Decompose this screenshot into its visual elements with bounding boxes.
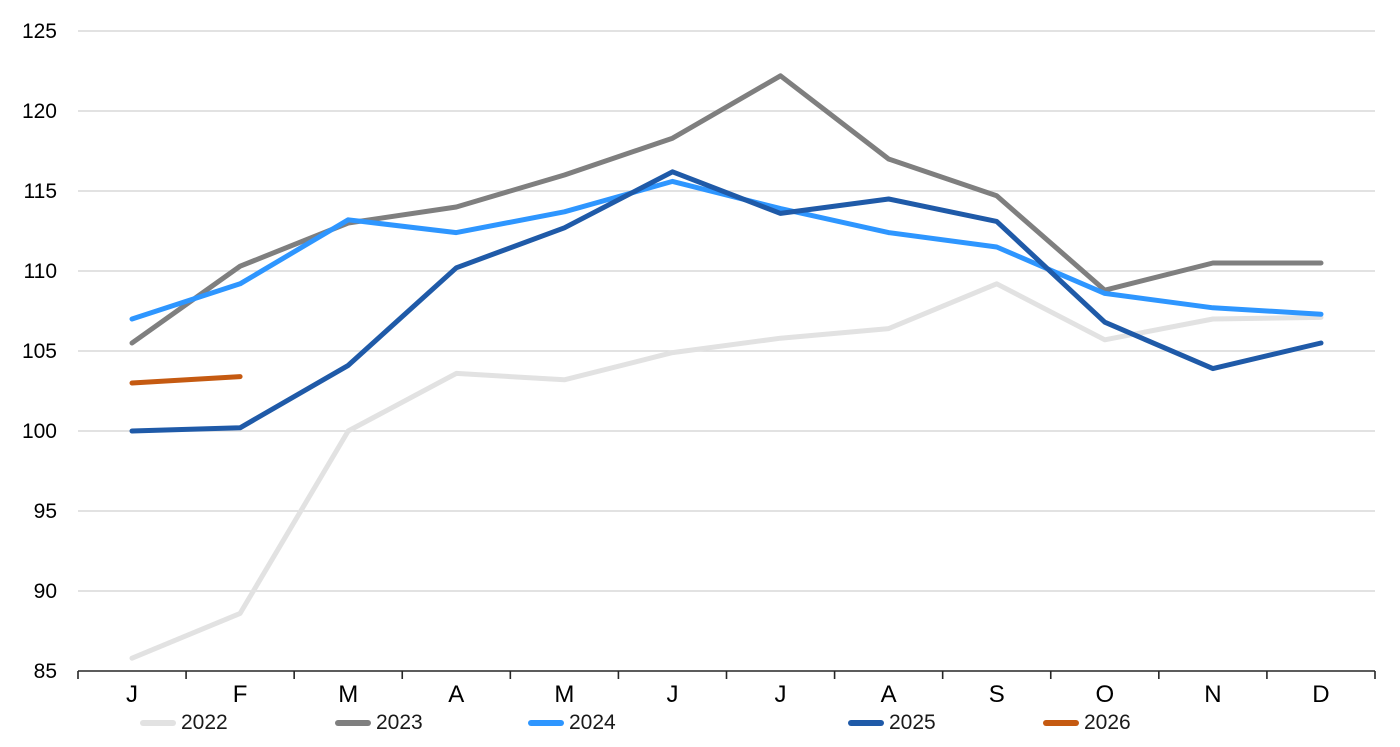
y-axis-tick-label: 100 [22,420,57,443]
x-axis-tick-label: F [233,681,248,708]
series-line-2022 [129,281,1324,661]
legend-swatch [1043,720,1079,726]
legend-swatch [335,720,371,726]
series-line-2026 [129,374,243,386]
x-axis-tick-label: M [338,681,358,708]
legend-label: 2025 [889,711,936,734]
legend-item-2023: 2023 [335,706,423,740]
y-axis-tick-label: 85 [34,660,57,683]
x-axis-tick-label: J [666,681,678,708]
legend-label: 2023 [376,711,423,734]
y-axis-tick-label: 90 [34,580,57,603]
legend-label: 2026 [1084,711,1131,734]
legend-swatch [140,720,176,726]
y-axis-tick-label: 105 [22,340,57,363]
x-axis-tick-label: A [448,681,464,708]
legend-item-2026: 2026 [1043,706,1131,740]
y-axis-tick-label: 95 [34,500,57,523]
x-axis-tick-label: D [1312,681,1329,708]
legend-label: 2022 [181,711,228,734]
x-axis-tick-label: O [1095,681,1114,708]
chart-legend: 2022 2023 2024 2025 2026 [0,706,1400,740]
x-axis-tick-label: J [775,681,787,708]
y-axis-tick-label: 125 [22,20,57,43]
x-axis-tick-label: N [1204,681,1221,708]
x-axis-tick-label: A [881,681,897,708]
series-line-2024 [129,178,1324,322]
legend-item-2022: 2022 [140,706,228,740]
legend-label: 2024 [569,711,616,734]
legend-swatch [528,720,564,726]
legend-item-2025: 2025 [848,706,936,740]
y-axis-tick-label: 110 [24,260,57,283]
legend-item-2024: 2024 [528,706,616,740]
x-axis-tick-label: J [126,681,138,708]
series-line-2023 [129,73,1324,346]
series-line-2025 [129,169,1324,434]
x-axis-tick-label: M [554,681,574,708]
y-axis-tick-label: 115 [24,180,57,203]
legend-swatch [848,720,884,726]
y-axis-tick-label: 120 [22,100,57,123]
x-axis-tick-label: S [989,681,1005,708]
